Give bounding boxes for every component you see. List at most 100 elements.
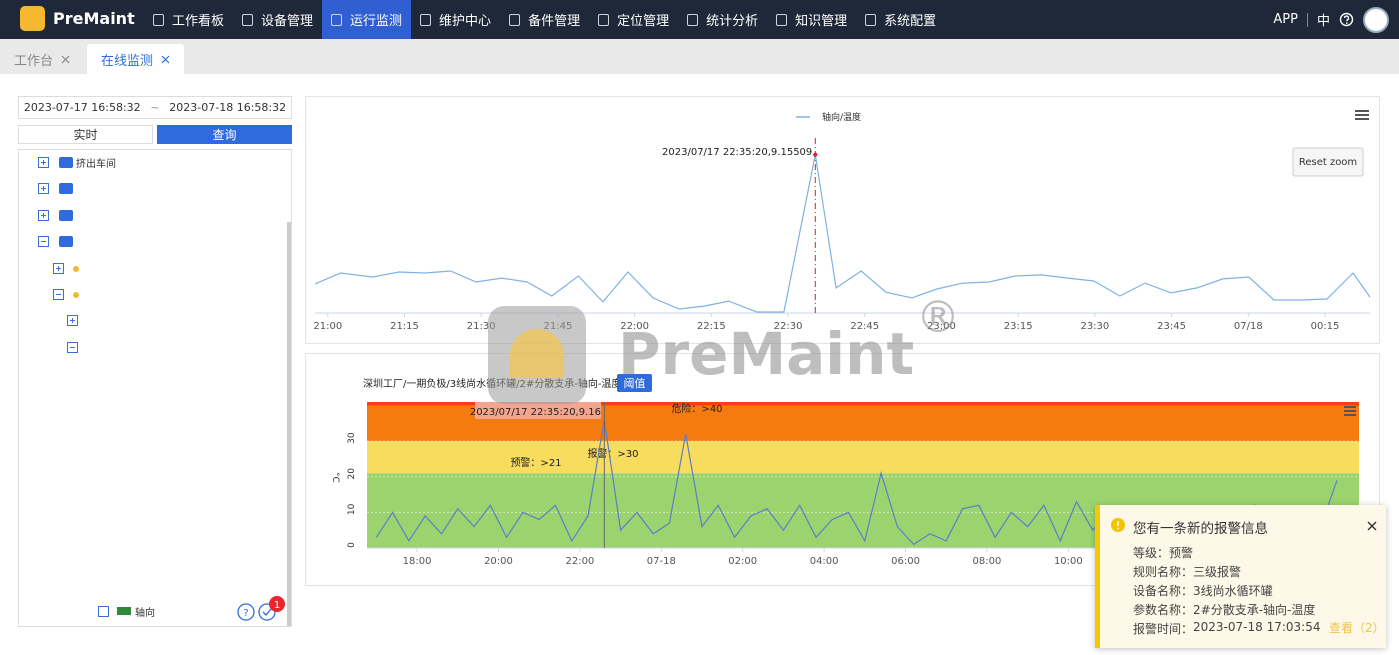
threshold-label: 预警：>21: [510, 456, 561, 469]
field-label: 设备名称：: [1133, 584, 1194, 598]
realtime-button[interactable]: 实时: [18, 125, 153, 144]
notification-row: 规则名称： 三级报警: [1133, 563, 1241, 580]
nav-item[interactable]: 设备管理: [233, 0, 322, 39]
nav: 工作看板 设备管理 运行监测 维护中心 备件管理 定位管理 统计分析 知识管理 系统配置: [144, 0, 945, 39]
tree-panel: 挤出车间 轴向 ? 1: [18, 149, 292, 627]
tab-close[interactable]: [61, 55, 70, 64]
chart-panel: Reset zoom 21:00 21:15 21:30 21:45 22:00 22:1…: [305, 96, 1380, 344]
nav-item[interactable]: 知识管理: [767, 0, 856, 39]
x-tick-label: 07-18: [647, 556, 676, 567]
nav-icon: [420, 13, 432, 26]
nav-item[interactable]: 运行监测: [322, 0, 412, 39]
threshold-button-label: 阈值: [624, 376, 646, 390]
nav-item[interactable]: 系统配置: [856, 0, 945, 39]
reset-zoom[interactable]: [1292, 147, 1364, 177]
field-value: 2#分散支承-轴向-温度: [1193, 603, 1316, 617]
nav-icon: [242, 13, 254, 26]
y-tick-label: 30: [347, 432, 357, 444]
nav-label: 工作看板: [172, 14, 225, 29]
tab[interactable]: 在线监测: [87, 44, 185, 74]
avatar[interactable]: [1363, 6, 1389, 33]
highlight-point: [813, 152, 818, 157]
notification-row: 等级： 预警: [1133, 544, 1193, 561]
x-tick-label: 23:15: [1004, 321, 1033, 332]
field-label: 报警时间：: [1133, 622, 1194, 636]
tree: 挤出车间 轴向 ? 1: [38, 157, 291, 626]
menu-icon[interactable]: [1344, 406, 1356, 416]
nav-icon: [509, 13, 521, 26]
x-tick-label: 21:00: [313, 321, 342, 332]
check-icon[interactable]: [258, 603, 276, 621]
x-tick-label: 21:15: [390, 321, 419, 332]
x-tick-label: 22:15: [697, 321, 726, 332]
nav-label: 维护中心: [439, 14, 492, 29]
button-label: 查询: [212, 128, 237, 142]
button-label: 实时: [73, 128, 98, 142]
tab-close[interactable]: [161, 55, 170, 64]
x-tick-label: 21:45: [543, 321, 572, 332]
date-range[interactable]: 2023-07-17 16:58:32 ~ 2023-07-18 16:58:3…: [18, 96, 292, 119]
close-glyph: [61, 55, 70, 63]
x-tick-label: 22:00: [620, 321, 649, 332]
start-date: 2023-07-17 16:58:32: [23, 101, 141, 114]
badge-count: 1: [274, 600, 280, 611]
nav-item[interactable]: 定位管理: [589, 0, 678, 39]
close-button[interactable]: [1366, 520, 1378, 532]
nav-icon: [687, 13, 699, 26]
nav-label: 系统配置: [884, 14, 937, 29]
nav-item[interactable]: 备件管理: [500, 0, 589, 39]
legend-label: 轴向/温度: [822, 111, 861, 123]
x-tick-label: 23:45: [1157, 321, 1186, 332]
svg-text:?: ?: [243, 608, 248, 619]
nav-label: 备件管理: [528, 14, 581, 29]
nav-label: 定位管理: [617, 14, 670, 29]
nav-icon: [776, 13, 788, 26]
tab-label: 在线监测: [101, 53, 154, 69]
nav-label: 知识管理: [795, 14, 848, 29]
tooltip: 2023/07/17 22:35:20,9.16: [470, 407, 601, 418]
threshold-label: 报警：>30: [587, 447, 638, 460]
x-tick-label: 22:45: [850, 321, 879, 332]
threshold-band: [367, 441, 1359, 474]
nav-item[interactable]: 统计分析: [678, 0, 767, 39]
y-axis-label: °C: [330, 472, 340, 483]
y-tick-label: 20: [347, 468, 357, 480]
help-icon[interactable]: [1339, 12, 1354, 27]
y-tick-label: 0: [347, 542, 357, 548]
field-value: 3线尚水循环罐: [1193, 584, 1273, 598]
y-tick-label: 10: [347, 503, 357, 515]
x-tick-label: 23:30: [1080, 321, 1109, 332]
tab-bar: 工作台 在线监测: [0, 39, 1399, 74]
close-glyph: [161, 55, 170, 63]
top-right: APP 中: [1273, 0, 1389, 39]
lang-switch[interactable]: 中: [1316, 14, 1330, 29]
tree-footer-label: 轴向: [135, 606, 155, 619]
x-tick-label: 10:00: [1054, 556, 1083, 567]
view-link[interactable]: 查看（2）: [1329, 621, 1385, 635]
tooltip: 2023/07/17 22:35:20,9.15509: [662, 147, 812, 158]
data-line: [314, 154, 1371, 313]
nav-item[interactable]: 工作看板: [144, 0, 233, 39]
warning-icon: [1111, 518, 1125, 532]
logo: [20, 6, 45, 31]
nav-icon: [598, 13, 610, 26]
x-tick-label: 18:00: [403, 556, 432, 567]
x-tick-label: 20:00: [484, 556, 513, 567]
help-icon[interactable]: [237, 603, 255, 621]
query-button[interactable]: 查询: [157, 125, 292, 144]
brand[interactable]: PreMaint: [20, 6, 135, 31]
tree-node-label[interactable]: 挤出车间: [76, 157, 116, 170]
tab[interactable]: 工作台: [0, 44, 84, 74]
notification-row: 参数名称： 2#分散支承-轴向-温度: [1133, 601, 1315, 618]
nav-label: 设备管理: [261, 14, 314, 29]
threshold-button[interactable]: [617, 374, 652, 392]
x-tick-label: 22:30: [774, 321, 803, 332]
nav-icon: [153, 13, 164, 26]
menu-icon[interactable]: [1355, 110, 1369, 120]
nav-item[interactable]: 维护中心: [411, 0, 500, 39]
date-separator: ~: [150, 101, 160, 114]
app-link[interactable]: APP: [1273, 12, 1298, 27]
chart: Reset zoom 21:00 21:15 21:30 21:45 22:00 22:1…: [313, 110, 1371, 332]
threshold-band: [367, 402, 1359, 406]
